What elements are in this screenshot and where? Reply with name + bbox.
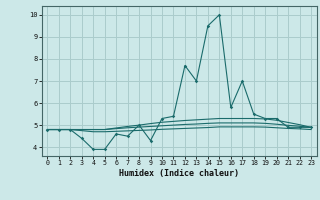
X-axis label: Humidex (Indice chaleur): Humidex (Indice chaleur) [119, 169, 239, 178]
